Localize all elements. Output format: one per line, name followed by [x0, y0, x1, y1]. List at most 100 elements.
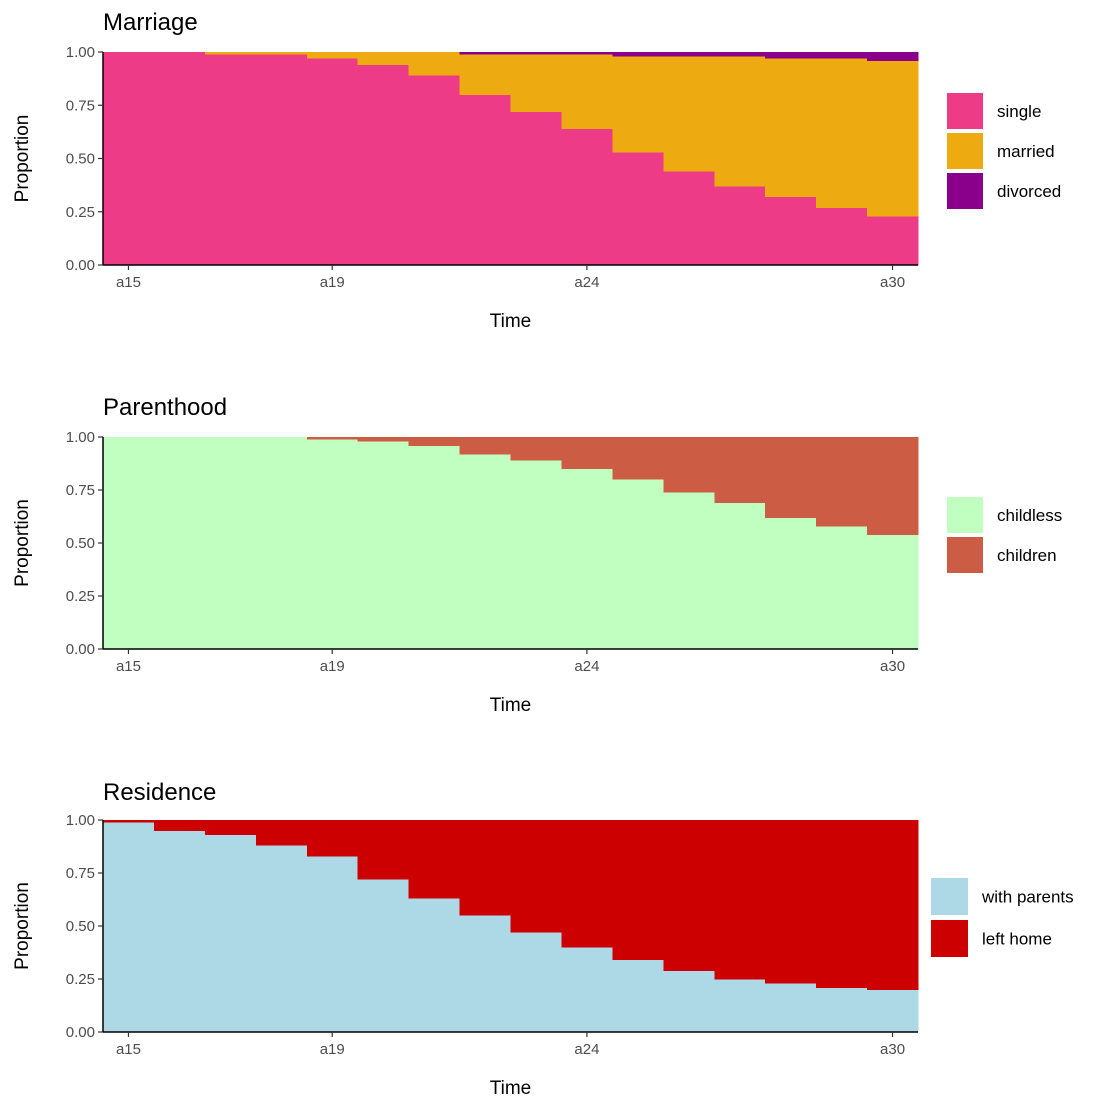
bar-marriage-married-a20 [357, 52, 410, 66]
bar-marriage-divorced-a23 [510, 52, 563, 55]
panel-residence: 0.00 0.25 0.50 0.75 1.00 a15 a19 a24 a30 Residenc… [12, 779, 1074, 1099]
bar-residence-with-parents-a28 [765, 983, 817, 1033]
bar-parenthood-childless-a18 [255, 437, 308, 650]
legend-label-single: single [997, 102, 1041, 121]
bar-marriage-divorced-a25 [612, 52, 664, 57]
legend-swatch-childless [947, 497, 983, 533]
bar-residence-with-parents-a27 [714, 979, 766, 1033]
bar-residence-left-home-a24 [561, 820, 613, 948]
bar-marriage-single-a27 [714, 186, 766, 266]
bar-parenthood-children-a22 [459, 437, 512, 455]
bar-parenthood-childless-a30 [867, 534, 919, 650]
y-tick-label: 0.25 [66, 588, 95, 605]
bar-parenthood-childless-a22 [459, 453, 512, 650]
bar-residence-left-home-a26 [663, 820, 715, 971]
x-axis-title: Time [490, 1078, 532, 1099]
y-tick-label: 0.25 [66, 971, 95, 988]
bar-marriage-married-a17 [204, 52, 257, 55]
bar-residence-left-home-a17 [204, 820, 257, 836]
bar-marriage-married-a22 [459, 54, 512, 95]
x-tick-label: a19 [320, 274, 345, 291]
bar-residence-with-parents-a23 [510, 932, 563, 1033]
bar-residence-left-home-a29 [816, 820, 868, 988]
bar-residence-with-parents-a26 [663, 970, 715, 1033]
x-tick-label: a30 [880, 274, 905, 291]
y-tick-label: 0.25 [66, 204, 95, 221]
legend: single married divorced [947, 93, 1061, 209]
y-axis-title: Proportion [12, 882, 33, 970]
x-axis-title: Time [490, 695, 532, 716]
bar-marriage-divorced-a30 [867, 52, 919, 61]
bar-parenthood-childless-a21 [408, 445, 461, 650]
bar-residence-left-home-a20 [357, 820, 410, 880]
y-tick-label: 0.00 [66, 1024, 95, 1041]
bar-residence-with-parents-a30 [867, 989, 919, 1033]
bar-residence-left-home-a15 [103, 820, 155, 823]
bar-parenthood-childless-a20 [357, 441, 410, 650]
bar-marriage-single-a24 [561, 128, 613, 266]
y-tick-label: 0.00 [66, 641, 95, 658]
bar-residence-with-parents-a19 [306, 856, 359, 1033]
x-tick-label: a19 [320, 1041, 345, 1058]
bar-residence-with-parents-a25 [612, 959, 664, 1033]
bar-parenthood-children-a26 [663, 437, 715, 493]
bar-marriage-married-a21 [408, 52, 461, 76]
legend-label-married: married [997, 142, 1055, 161]
bar-marriage-divorced-a28 [765, 52, 817, 59]
bar-residence-with-parents-a24 [561, 947, 613, 1033]
bar-marriage-single-a25 [612, 152, 664, 266]
bar-marriage-married-a28 [765, 58, 817, 198]
bar-marriage-single-a20 [357, 64, 410, 266]
panel-marriage: 0.00 0.25 0.50 0.75 1.00 a15 a19 a24 a30 Marriage… [12, 9, 1061, 332]
bar-marriage-divorced-a27 [714, 52, 766, 57]
legend-label-childless: childless [997, 506, 1062, 525]
bar-residence-with-parents-a20 [357, 879, 410, 1033]
x-axis-title: Time [490, 311, 532, 332]
bar-parenthood-children-a19 [306, 437, 359, 440]
chart-title: Residence [103, 779, 216, 806]
bar-parenthood-childless-a15 [103, 437, 155, 650]
y-tick-label: 1.00 [66, 429, 95, 446]
legend-label-divorced: divorced [997, 182, 1061, 201]
chart-title: Parenthood [103, 394, 227, 421]
bar-marriage-single-a16 [153, 52, 206, 266]
bar-marriage-married-a23 [510, 54, 563, 112]
bar-marriage-married-a30 [867, 60, 919, 217]
x-tick-label: a24 [574, 658, 599, 675]
x-tick-label: a30 [880, 1041, 905, 1058]
bar-parenthood-children-a21 [408, 437, 461, 446]
bar-marriage-married-a27 [714, 56, 766, 187]
legend: with parents left home [931, 878, 1074, 957]
bar-parenthood-childless-a17 [204, 437, 257, 650]
bar-parenthood-children-a24 [561, 437, 613, 470]
x-tick-label: a15 [116, 274, 141, 291]
bar-residence-with-parents-a17 [204, 834, 257, 1033]
bar-marriage-single-a21 [408, 75, 461, 266]
bar-residence-left-home-a18 [255, 820, 308, 846]
bar-parenthood-children-a23 [510, 437, 563, 461]
x-tick-label: a15 [116, 1041, 141, 1058]
bar-residence-left-home-a16 [153, 820, 206, 831]
bar-marriage-single-a19 [306, 58, 359, 266]
bar-marriage-single-a15 [103, 52, 155, 266]
bar-residence-left-home-a23 [510, 820, 563, 933]
bar-parenthood-children-a30 [867, 437, 919, 535]
bar-parenthood-childless-a24 [561, 468, 613, 650]
bar-marriage-married-a29 [816, 58, 868, 208]
bar-residence-left-home-a28 [765, 820, 817, 984]
bar-parenthood-childless-a23 [510, 460, 563, 650]
y-tick-label: 0.50 [66, 535, 95, 552]
bar-residence-with-parents-a29 [816, 987, 868, 1033]
legend: childless children [947, 497, 1062, 573]
bar-residence-left-home-a21 [408, 820, 461, 899]
bar-residence-with-parents-a15 [103, 822, 155, 1033]
bar-parenthood-childless-a26 [663, 492, 715, 650]
bar-residence-left-home-a19 [306, 820, 359, 857]
y-tick-label: 1.00 [66, 812, 95, 829]
bar-residence-with-parents-a16 [153, 830, 206, 1033]
x-tick-label: a15 [116, 658, 141, 675]
bar-marriage-divorced-a24 [561, 52, 613, 55]
bar-marriage-married-a19 [306, 52, 359, 59]
bar-marriage-divorced-a26 [663, 52, 715, 57]
y-axis-title: Proportion [12, 115, 33, 203]
